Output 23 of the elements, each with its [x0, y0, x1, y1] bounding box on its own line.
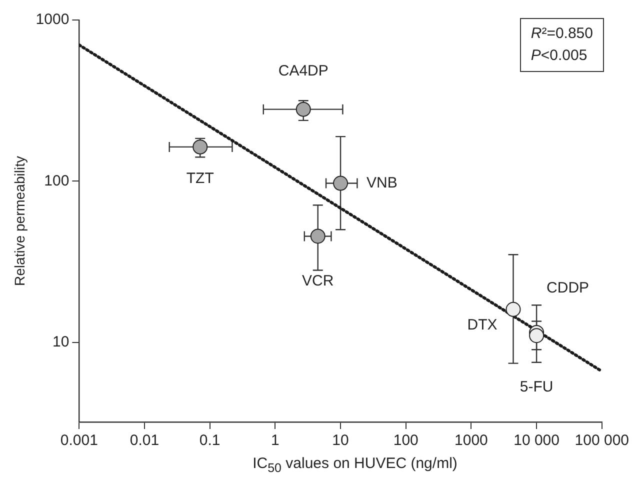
y-axis-title: Relative permeability	[11, 156, 28, 286]
annotation: P<0.005	[530, 46, 588, 66]
annotation: VNB	[366, 174, 398, 192]
annotation: CDDP	[546, 280, 590, 297]
y-tick-label: 1000	[36, 11, 70, 28]
x-tick-label: 0.1	[199, 432, 220, 450]
x-tick-label: 0.01	[130, 432, 160, 450]
annotation: VCR	[302, 272, 334, 290]
x-tick-label: 100 000	[574, 432, 630, 450]
x-tick-label: 1	[271, 432, 280, 450]
y-tick-label: 100	[44, 172, 70, 190]
annotation: R²=0.850	[530, 24, 593, 44]
annotation: DTX	[467, 316, 498, 334]
x-tick-label: 1000	[454, 432, 488, 450]
x-axis-title: IC$_{50}$ values on HUVEC (ng/ml)	[252, 455, 458, 475]
annotation: CA4DP	[278, 62, 328, 80]
x-tick-label: 0.001	[60, 432, 98, 450]
x-tick-label: 10 000	[514, 432, 560, 450]
x-tick-label: 100	[393, 432, 418, 450]
annotation: 5-FU	[520, 378, 554, 396]
annotation: TZT	[186, 170, 214, 188]
x-tick-label: 10	[332, 432, 349, 450]
y-tick-label: 10	[52, 333, 70, 350]
